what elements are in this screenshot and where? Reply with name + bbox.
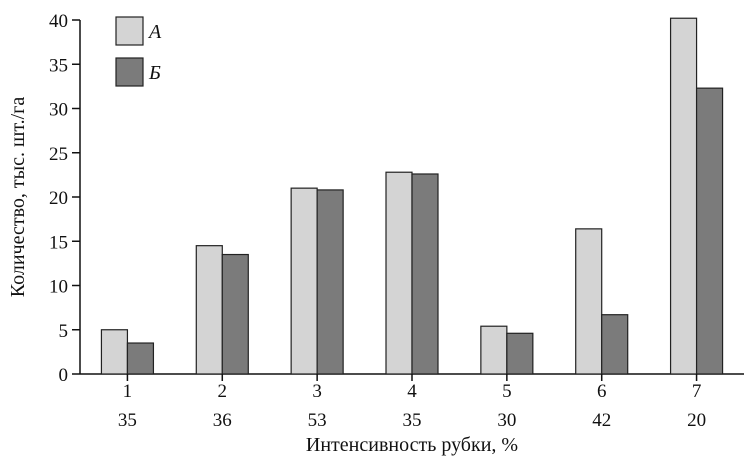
bar-a-cat-1	[100, 329, 129, 375]
y-tick-label: 15	[49, 232, 68, 253]
category-label: 1	[123, 381, 133, 402]
y-tick-label: 35	[49, 55, 68, 76]
y-axis-title: Количество, тыс. шт./га	[7, 97, 29, 298]
y-tick-label: 10	[49, 277, 68, 298]
legend-label-b: Б	[148, 62, 161, 84]
bar-b-cat-5	[506, 332, 534, 375]
category-sublabel: 35	[403, 410, 422, 431]
category-label: 6	[597, 381, 607, 402]
bar-b-cat-1	[126, 342, 155, 375]
category-sublabel: 36	[213, 410, 232, 431]
bar-a-cat-3	[290, 187, 318, 375]
bar-b-cat-6	[601, 314, 629, 375]
category-label: 2	[218, 381, 228, 402]
x-categories: 1 35 2 36 3 53 4 35 5 30 6 42 7 20	[118, 374, 706, 431]
bar-a-cat-7	[669, 17, 698, 375]
category-sublabel: 20	[687, 410, 706, 431]
bar-a-cat-2	[195, 245, 223, 375]
bar-b-cat-2	[221, 253, 249, 375]
bar-b-cat-3	[316, 189, 344, 375]
category-label: 5	[502, 381, 512, 402]
bar-a-cat-6	[575, 228, 603, 375]
category-sublabel: 42	[592, 410, 611, 431]
bar-a-cat-4	[385, 171, 413, 375]
bar-b-cat-7	[695, 87, 724, 375]
y-ticks: 0 5 10 15 20 25 30 35 40	[49, 11, 80, 386]
bar-b-cat-4	[411, 173, 439, 375]
category-sublabel: 53	[308, 410, 327, 431]
y-tick-label: 20	[49, 188, 68, 209]
bars	[100, 17, 724, 375]
legend: А Б	[115, 16, 162, 87]
category-sublabel: 30	[497, 410, 516, 431]
y-tick-label: 5	[59, 321, 69, 342]
y-tick-label: 40	[49, 11, 68, 32]
legend-label-a: А	[147, 21, 162, 43]
legend-swatch-b	[115, 57, 144, 87]
category-label: 4	[407, 381, 417, 402]
y-tick-label: 25	[49, 144, 68, 165]
bar-a-cat-5	[480, 325, 508, 375]
category-sublabel: 35	[118, 410, 137, 431]
y-tick-label: 30	[49, 100, 68, 121]
category-label: 3	[312, 381, 322, 402]
category-label: 7	[692, 381, 702, 402]
x-axis-title: Интенсивность рубки, %	[306, 434, 518, 456]
y-tick-label: 0	[59, 365, 69, 386]
legend-swatch-a	[115, 16, 144, 46]
